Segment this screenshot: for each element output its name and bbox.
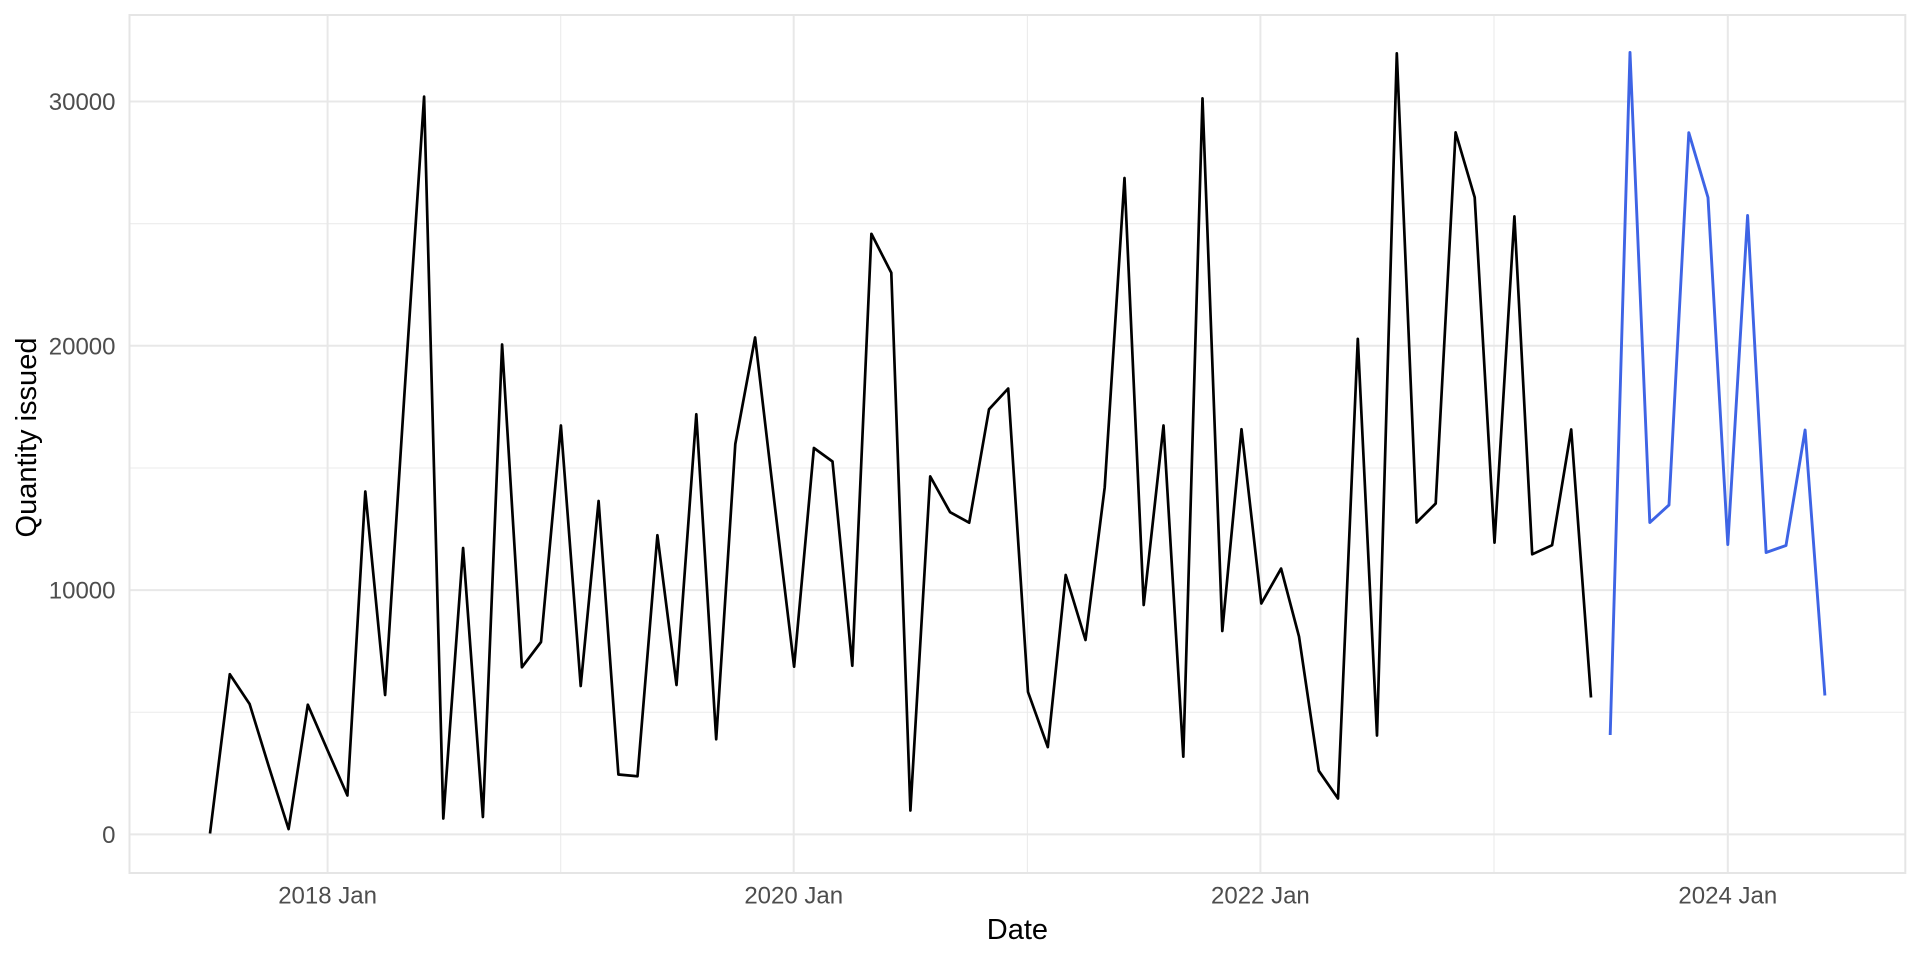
svg-text:20000: 20000 [49,333,116,360]
svg-text:2022 Jan: 2022 Jan [1211,883,1310,910]
svg-text:2018 Jan: 2018 Jan [278,883,377,910]
svg-text:Date: Date [987,914,1048,946]
svg-text:30000: 30000 [49,89,116,116]
svg-text:2024 Jan: 2024 Jan [1678,883,1777,910]
svg-text:0: 0 [102,822,115,849]
svg-text:10000: 10000 [49,578,116,605]
svg-text:Quantity issued: Quantity issued [11,338,43,538]
svg-text:2020 Jan: 2020 Jan [744,883,843,910]
